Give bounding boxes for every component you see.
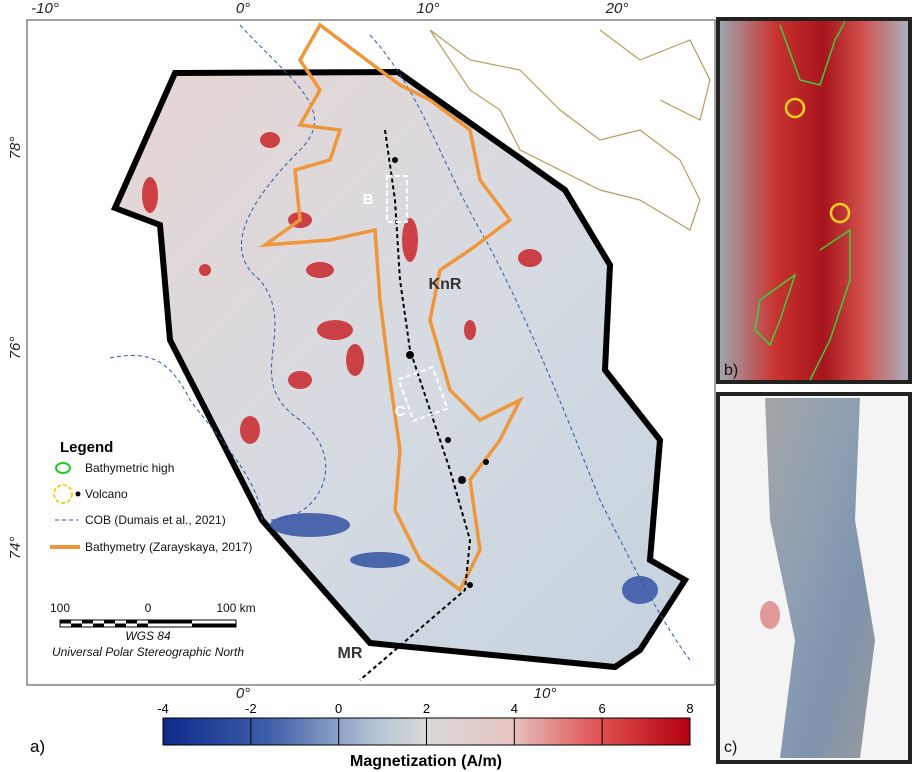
colorbar-tick-label: -2 xyxy=(245,701,257,716)
lon-label: 0° xyxy=(236,685,250,702)
colorbar-title: Magnetization (A/m) xyxy=(350,753,502,770)
lon-label: 20° xyxy=(605,0,629,17)
colorbar-tick-label: 2 xyxy=(423,701,430,716)
panel-label: a) xyxy=(30,737,45,756)
legend-title: Legend xyxy=(60,439,113,456)
lon-label: 10° xyxy=(417,0,440,17)
lat-label: 74° xyxy=(7,537,24,560)
anomaly xyxy=(760,601,780,629)
legend-item: Bathymetric high xyxy=(85,461,174,475)
panel-b xyxy=(718,19,910,382)
projection: Universal Polar Stereographic North xyxy=(52,645,244,659)
colorbar: -4 -2 0 2 4 6 8 xyxy=(157,701,693,745)
colorbar-tick-label: 8 xyxy=(686,701,693,716)
projection: WGS 84 xyxy=(125,629,171,643)
colorbar-tick-label: 0 xyxy=(335,701,342,716)
scale-label: 100 km xyxy=(216,601,255,615)
ridge-label: KnR xyxy=(429,276,462,293)
scale-label: 100 xyxy=(50,601,70,615)
box-label: C xyxy=(395,403,406,420)
legend-symbol xyxy=(76,492,81,497)
panel-label: b) xyxy=(724,362,738,379)
page: -10° 0° 10° 20° 0° 10° 78° 76° 74° B C K… xyxy=(0,0,913,772)
scale-label: 0 xyxy=(145,601,152,615)
panel-label: c) xyxy=(724,739,737,756)
colorbar-tick-label: -4 xyxy=(157,701,169,716)
lat-label: 76° xyxy=(7,337,24,360)
legend-item: COB (Dumais et al., 2021) xyxy=(85,513,226,527)
colorbar-tick-label: 4 xyxy=(511,701,518,716)
lon-label: 10° xyxy=(534,685,557,702)
legend-item: Bathymetry (Zarayskaya, 2017) xyxy=(85,540,252,554)
lon-label: 0° xyxy=(236,0,250,17)
lon-label: -10° xyxy=(31,0,59,17)
legend-item: Volcano xyxy=(85,487,128,501)
figure: -10° 0° 10° 20° 0° 10° 78° 76° 74° B C K… xyxy=(0,0,913,772)
colorbar-tick-label: 6 xyxy=(599,701,606,716)
box-label: B xyxy=(363,191,374,208)
lat-label: 78° xyxy=(7,137,24,160)
ridge-label: MR xyxy=(338,645,363,662)
